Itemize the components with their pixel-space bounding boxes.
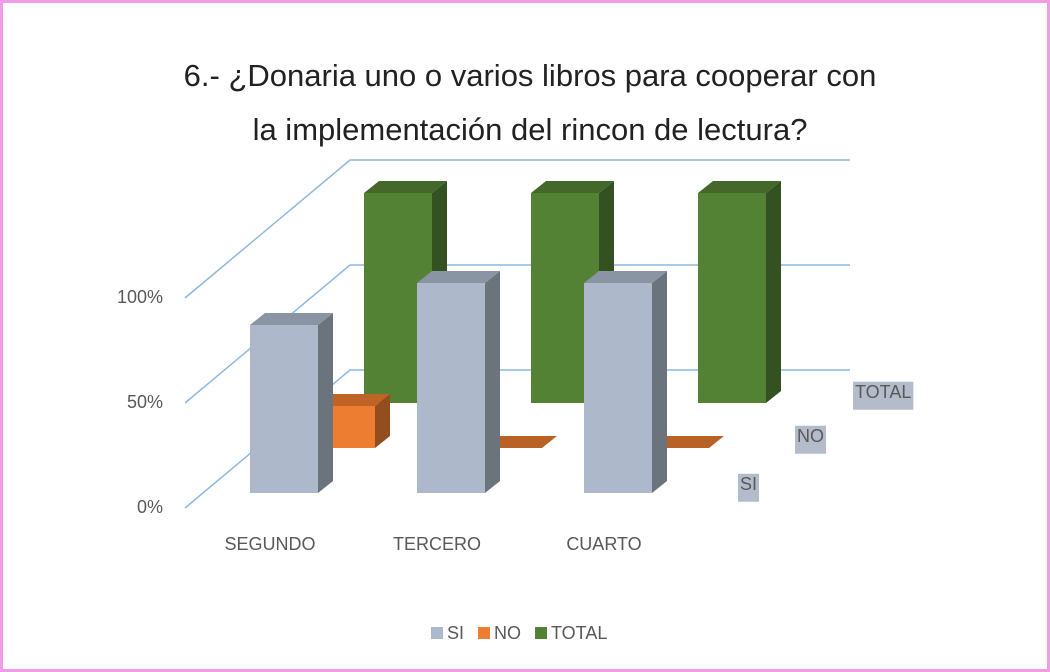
legend-label: SI (447, 623, 464, 643)
y-tick-label: 50% (127, 392, 163, 412)
grid-line (184, 369, 850, 509)
y-tick-label: 0% (137, 497, 163, 517)
depth-label-bg (738, 473, 760, 502)
depth-label: TOTAL (855, 382, 911, 402)
bar-side (766, 181, 781, 403)
bar-front (698, 193, 766, 403)
bar-top (531, 181, 614, 193)
bar-top (698, 181, 781, 193)
legend-label: TOTAL (551, 623, 607, 643)
bar-side (318, 313, 333, 493)
legend-label: NO (494, 623, 521, 643)
bar-top (250, 313, 333, 325)
legend-swatch (535, 627, 548, 639)
grid-line (184, 159, 850, 299)
bar-side (652, 271, 667, 493)
bar-side (375, 394, 390, 448)
bar-top (584, 271, 667, 283)
depth-label-bg (853, 381, 914, 410)
chart-title: 6.- ¿Donaria uno o varios libros para co… (183, 58, 877, 147)
bar-side (485, 271, 500, 493)
bar-front (584, 283, 652, 493)
grid-line (184, 264, 850, 404)
chart: 0% 50% 100% SEGUNDO TERCERO CUARTO SI NO TOTAL SI… (117, 159, 914, 643)
bar-front (250, 325, 318, 493)
legend-swatch (478, 627, 491, 639)
x-tick-label: TERCERO (393, 534, 481, 554)
depth-label: NO (797, 426, 824, 446)
x-tick-label: CUARTO (566, 534, 641, 554)
depth-label: SI (740, 474, 757, 494)
y-tick-label: 100% (117, 287, 163, 307)
bar-front (417, 283, 485, 493)
bar-top (417, 271, 500, 283)
bar-top (364, 181, 447, 193)
x-tick-label: SEGUNDO (224, 534, 315, 554)
legend-swatch (431, 627, 443, 639)
depth-label-bg (795, 425, 826, 454)
